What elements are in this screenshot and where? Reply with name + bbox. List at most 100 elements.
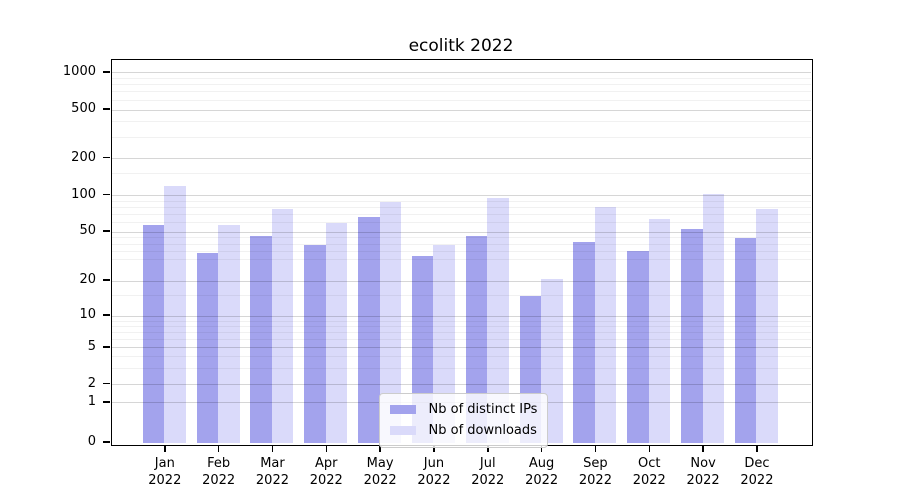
y-tick-mark <box>103 71 110 73</box>
x-tick-mark <box>648 445 651 452</box>
legend-swatch <box>389 404 416 414</box>
grid-layer <box>111 60 811 444</box>
gridline-minor <box>111 213 811 215</box>
x-tick-label: Jun 2022 <box>404 455 464 489</box>
y-tick-mark <box>103 401 110 403</box>
x-tick-label: May 2022 <box>350 455 410 489</box>
gridline-minor <box>111 367 811 369</box>
bar-ips <box>681 229 703 444</box>
gridline-major <box>111 72 811 74</box>
y-tick-mark <box>103 193 110 196</box>
gridline-minor <box>111 173 811 175</box>
y-tick-label: 1000 <box>62 63 96 79</box>
gridline-major <box>111 158 811 159</box>
y-tick-mark <box>103 441 110 443</box>
gridline-minor <box>111 320 811 322</box>
y-tick-label: 1 <box>87 393 96 409</box>
x-tick-year: 2022 <box>417 472 451 488</box>
gridline-minor <box>111 91 811 93</box>
legend: Nb of distinct IPs Nb of downloads <box>378 392 549 448</box>
gridline-minor <box>111 259 811 261</box>
bar-downloads <box>756 208 778 444</box>
gridline-major <box>111 347 811 349</box>
bar-downloads <box>648 219 671 444</box>
x-tick-mark <box>217 445 220 452</box>
x-tick-mark <box>433 445 435 452</box>
y-tick-mark <box>103 230 110 232</box>
x-tick-label: Jan 2022 <box>135 455 195 489</box>
bar-ips <box>573 241 595 444</box>
x-tick-year: 2022 <box>471 472 505 488</box>
x-tick-month: Aug <box>528 455 555 471</box>
x-tick-mark <box>164 445 166 452</box>
legend-item: Nb of distinct IPs <box>389 399 537 420</box>
gridline-minor <box>111 250 811 252</box>
x-tick-label: Aug 2022 <box>512 455 572 489</box>
y-tick-label: 50 <box>79 223 96 239</box>
y-tick-mark <box>103 156 110 159</box>
gridline-major <box>111 231 811 233</box>
bars-layer <box>112 60 811 444</box>
gridline-minor <box>111 99 811 101</box>
x-tick-month: Mar <box>260 455 285 471</box>
x-tick-month: Oct <box>638 455 661 471</box>
x-tick-month: Jul <box>479 455 496 471</box>
x-tick-year: 2022 <box>740 472 774 488</box>
gridline-minor <box>111 356 811 358</box>
gridline-minor <box>111 200 811 202</box>
y-tick-label: 2 <box>87 375 96 391</box>
gridline-minor <box>111 77 811 79</box>
x-tick-mark <box>487 445 489 452</box>
y-tick-mark <box>103 382 110 385</box>
gridline-minor <box>111 243 811 245</box>
y-tick-label: 20 <box>79 272 96 288</box>
x-tick-year: 2022 <box>255 472 289 488</box>
gridline-minor <box>111 237 811 239</box>
gridline-minor <box>111 136 811 138</box>
x-tick-mark <box>594 445 597 452</box>
y-tick-mark <box>103 346 110 348</box>
x-tick-label: Jul 2022 <box>458 455 518 489</box>
x-tick-label: Apr 2022 <box>296 455 356 489</box>
plot-area: Nb of distinct IPs Nb of downloads <box>110 58 813 448</box>
bar-ips <box>142 225 165 444</box>
gridline-major <box>111 109 811 111</box>
y-tick-label: 5 <box>87 338 96 354</box>
bar-ips <box>358 216 380 444</box>
legend-item: Nb of downloads <box>389 420 538 441</box>
x-tick-month: Apr <box>315 455 338 471</box>
y-tick-label: 500 <box>71 101 96 116</box>
chart-title: ecolitk 2022 <box>408 36 514 56</box>
x-tick-label: Feb 2022 <box>189 455 249 489</box>
bar-downloads <box>487 197 509 444</box>
y-tick-label: 0 <box>87 434 96 449</box>
bar-downloads <box>379 201 402 444</box>
x-tick-month: Nov <box>690 455 716 471</box>
x-tick-label: Mar 2022 <box>242 455 302 489</box>
y-tick-mark <box>103 314 110 316</box>
x-tick-label: Sep 2022 <box>565 455 625 489</box>
x-tick-year: 2022 <box>363 472 397 488</box>
x-tick-year: 2022 <box>632 472 666 488</box>
bar-ips <box>304 245 326 444</box>
gridline-major <box>111 280 811 282</box>
x-tick-year: 2022 <box>525 472 559 488</box>
bar-downloads <box>702 194 725 444</box>
x-tick-year: 2022 <box>148 472 182 488</box>
x-tick-month: Sep <box>583 455 608 471</box>
bar-ips <box>196 252 219 444</box>
x-tick-mark <box>540 445 543 452</box>
gridline-major <box>111 195 811 196</box>
x-tick-mark <box>271 445 274 452</box>
x-tick-label: Oct 2022 <box>619 455 679 489</box>
gridline-minor <box>111 295 811 297</box>
y-tick-label: 10 <box>79 307 96 323</box>
x-tick-mark <box>379 445 381 452</box>
y-tick-label: 200 <box>71 149 96 165</box>
bar-downloads <box>594 207 617 444</box>
x-tick-label: Nov 2022 <box>673 455 733 489</box>
gridline-minor <box>111 331 811 333</box>
x-tick-month: Jun <box>423 455 445 471</box>
bar-downloads <box>218 225 240 444</box>
